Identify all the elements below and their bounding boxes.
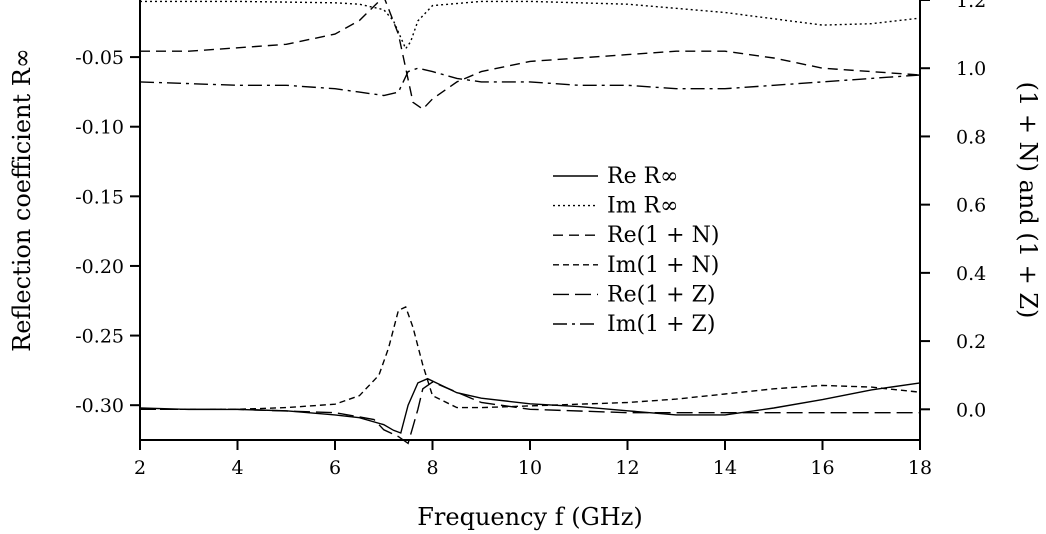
left-axis-ticks: -0.05 -0.10 -0.15 -0.20 -0.25 -0.30 bbox=[75, 47, 140, 417]
left-tick-label: -0.15 bbox=[75, 186, 124, 208]
left-tick-label: -0.25 bbox=[75, 326, 124, 348]
right-tick-label: 0.4 bbox=[956, 263, 986, 285]
x-tick-label: 6 bbox=[329, 457, 341, 479]
left-axis-title: Reflection coefficient R∞ bbox=[8, 48, 36, 352]
right-tick-label: 0.0 bbox=[956, 399, 986, 421]
right-tick-label: 0.8 bbox=[956, 126, 986, 148]
legend-label: Im(1 + N) bbox=[607, 253, 719, 278]
x-tick-label: 12 bbox=[615, 457, 639, 479]
x-tick-label: 16 bbox=[810, 457, 834, 479]
legend-label: Re(1 + Z) bbox=[607, 282, 715, 307]
series-line-3 bbox=[140, 0, 921, 111]
legend: Re R∞ Im R∞ Re(1 + N) Im(1 + N) Re(1 + Z) Im(… bbox=[553, 164, 719, 337]
x-tick-label: 2 bbox=[134, 457, 146, 479]
plot-frame bbox=[139, 0, 921, 441]
legend-label: Im R∞ bbox=[607, 194, 678, 219]
series-line-2 bbox=[140, 0, 921, 51]
x-tick-label: 18 bbox=[908, 457, 932, 479]
legend-label: Im(1 + Z) bbox=[607, 312, 715, 337]
right-tick-label: 0.2 bbox=[956, 331, 986, 353]
x-tick-label: 14 bbox=[713, 457, 737, 479]
right-tick-label: 1.2 bbox=[956, 0, 986, 12]
left-tick-label: -0.05 bbox=[75, 47, 124, 69]
legend-label: Re R∞ bbox=[607, 164, 678, 189]
right-axis-title: (1 + N) and (1 + Z) bbox=[1014, 82, 1042, 319]
series-lines bbox=[139, 0, 921, 445]
series-line-6 bbox=[139, 67, 921, 97]
x-tick-label: 10 bbox=[518, 457, 542, 479]
right-tick-label: 0.6 bbox=[956, 195, 986, 217]
right-axis-ticks: 1.2 1.0 0.8 0.6 0.4 0.2 0.0 bbox=[920, 0, 986, 421]
left-tick-label: -0.10 bbox=[75, 117, 124, 139]
left-tick-label: -0.30 bbox=[75, 395, 124, 417]
series-line-5 bbox=[140, 381, 920, 445]
x-axis-ticks: 2 4 6 8 10 12 14 16 18 bbox=[134, 440, 932, 479]
series-line-4 bbox=[140, 306, 921, 410]
x-tick-label: 4 bbox=[231, 457, 243, 479]
right-tick-label: 1.0 bbox=[956, 58, 986, 80]
x-tick-label: 8 bbox=[426, 457, 438, 479]
legend-label: Re(1 + N) bbox=[607, 223, 719, 248]
left-tick-label: -0.20 bbox=[75, 256, 124, 278]
x-axis-title: Frequency f (GHz) bbox=[417, 503, 642, 531]
